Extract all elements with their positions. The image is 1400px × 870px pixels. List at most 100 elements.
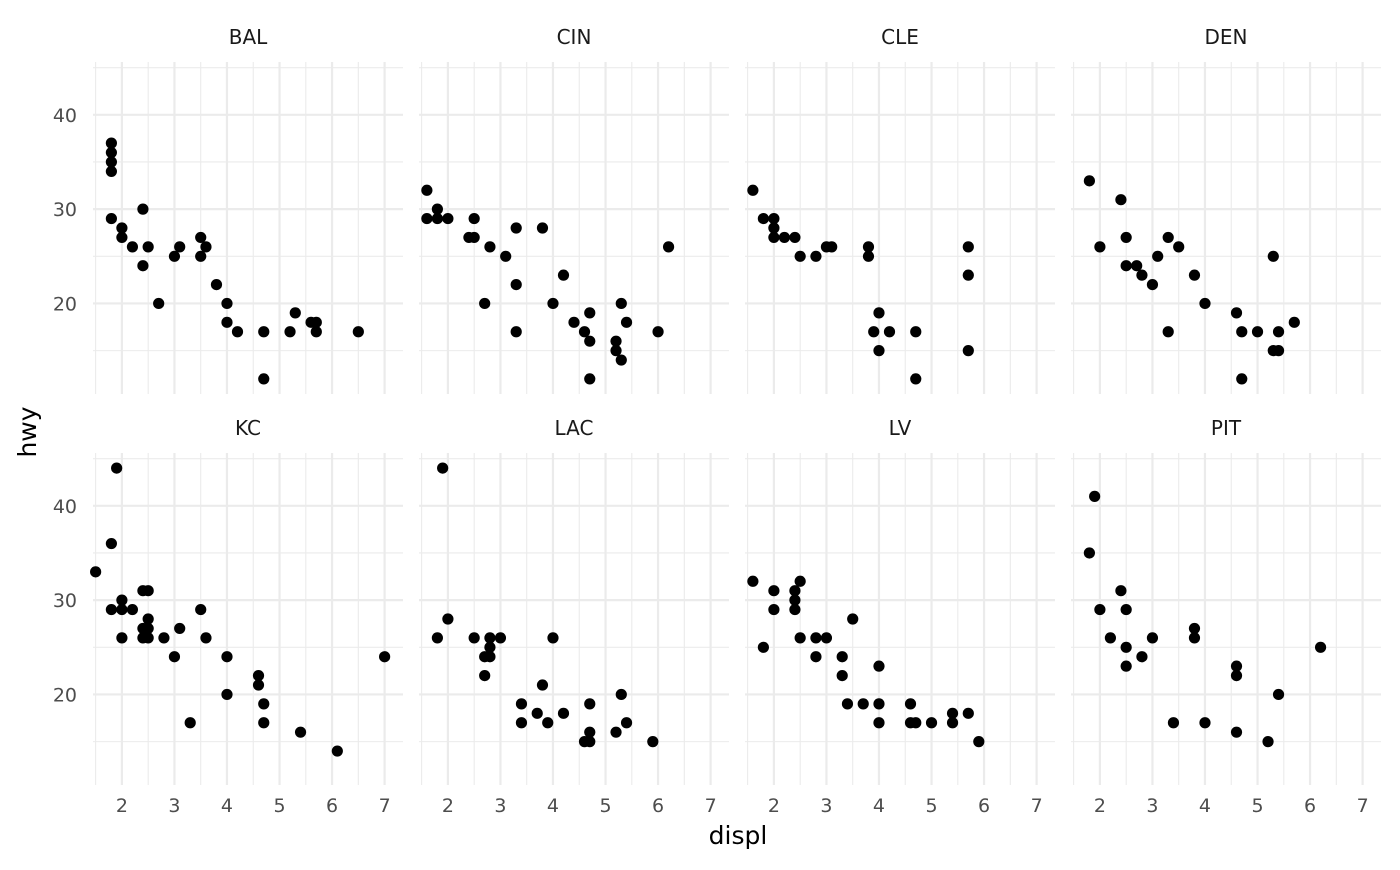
- x-tick-label: 4: [873, 795, 885, 817]
- data-point: [747, 575, 759, 587]
- data-point: [768, 212, 780, 225]
- data-point: [258, 373, 270, 385]
- data-point: [557, 269, 570, 281]
- data-point: [847, 613, 859, 625]
- data-point: [105, 165, 117, 178]
- facet-label-cin: CIN: [557, 25, 592, 49]
- data-point: [116, 594, 128, 606]
- data-point: [231, 326, 244, 338]
- data-point: [174, 622, 186, 635]
- data-point: [1094, 603, 1106, 616]
- data-point: [126, 241, 139, 253]
- data-point: [610, 335, 622, 347]
- data-point: [1230, 726, 1243, 738]
- data-point: [962, 241, 974, 253]
- data-point: [484, 651, 496, 663]
- data-point: [1230, 307, 1243, 319]
- data-point: [168, 250, 181, 262]
- data-point: [962, 345, 974, 357]
- data-point: [310, 316, 322, 328]
- panel-grid-cle: [745, 62, 1055, 394]
- x-tick-label: 2: [116, 795, 128, 817]
- data-point: [1230, 669, 1243, 682]
- y-tick-label: 20: [53, 684, 77, 706]
- data-point: [1120, 641, 1132, 653]
- data-point: [610, 345, 622, 357]
- data-point: [578, 326, 591, 338]
- data-point: [862, 241, 875, 253]
- data-point: [862, 250, 875, 262]
- data-point: [1188, 622, 1201, 635]
- facet-label-bal: BAL: [229, 25, 268, 49]
- data-point: [258, 326, 270, 338]
- data-point: [857, 698, 869, 710]
- data-point: [437, 462, 449, 474]
- data-point: [1272, 345, 1285, 357]
- data-point: [778, 231, 791, 244]
- x-tick-label: 7: [379, 795, 391, 817]
- panel-grid-lv: [745, 453, 1055, 785]
- data-point: [1314, 641, 1327, 653]
- data-point: [1288, 316, 1300, 328]
- data-point: [910, 717, 922, 729]
- data-point: [873, 698, 885, 710]
- data-point: [810, 250, 822, 262]
- data-point: [757, 641, 769, 653]
- facet-label-lac: LAC: [555, 416, 594, 440]
- data-point: [747, 184, 759, 196]
- data-point: [142, 622, 154, 635]
- points-layer: [90, 137, 1327, 757]
- data-point: [331, 745, 343, 757]
- data-point: [836, 651, 848, 663]
- data-point: [289, 307, 301, 319]
- panel-points-lac: [431, 462, 659, 748]
- data-point: [1083, 547, 1095, 559]
- data-point: [1262, 736, 1274, 748]
- data-point: [826, 241, 838, 253]
- data-point: [1162, 326, 1174, 338]
- y-tick-label: 30: [53, 590, 77, 612]
- x-tick-label: 7: [1357, 795, 1369, 817]
- data-point: [810, 632, 822, 644]
- x-tick-label: 3: [1146, 795, 1158, 817]
- data-point: [836, 669, 848, 682]
- data-point: [946, 707, 959, 719]
- x-tick-label: 7: [705, 795, 717, 817]
- data-point: [221, 651, 233, 663]
- data-point: [820, 632, 833, 644]
- panel-points-lv: [747, 575, 985, 748]
- facet-label-pit: PIT: [1211, 416, 1242, 440]
- data-point: [1115, 585, 1127, 597]
- data-point: [925, 717, 938, 729]
- data-point: [1120, 231, 1132, 244]
- data-point: [883, 326, 896, 338]
- data-point: [910, 326, 922, 338]
- data-point: [142, 241, 154, 253]
- panel-grid-den: [1071, 62, 1381, 394]
- panel-points-cle: [747, 184, 974, 385]
- data-point: [379, 651, 391, 663]
- data-point: [200, 241, 212, 253]
- data-point: [1162, 231, 1174, 244]
- data-point: [1236, 326, 1248, 338]
- data-point: [973, 736, 985, 748]
- data-point: [1188, 632, 1201, 644]
- panel-grid-lac: [419, 453, 729, 785]
- data-point: [479, 297, 491, 310]
- data-point: [1251, 326, 1264, 338]
- panel-grid-bal: [93, 62, 403, 394]
- tick-labels: 20 30 40 20 30 40 2 3 4 5 6 7 2 3 4 5 6 7 2 3 4 5 6 7 2 3 4 5 6 7: [53, 105, 1369, 817]
- data-point: [615, 297, 627, 310]
- data-point: [168, 651, 181, 663]
- data-point: [105, 212, 117, 225]
- facet-label-cle: CLE: [881, 25, 919, 49]
- data-point: [873, 717, 885, 729]
- grid-layer: [93, 62, 1381, 785]
- data-point: [1272, 688, 1285, 701]
- data-point: [126, 603, 139, 616]
- data-point: [442, 613, 454, 625]
- data-point: [137, 203, 149, 215]
- data-point: [768, 585, 780, 597]
- data-point: [294, 726, 307, 738]
